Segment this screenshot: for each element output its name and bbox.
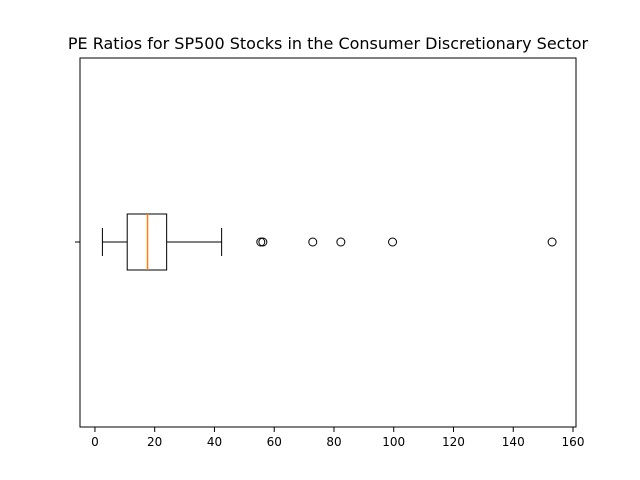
box-plot bbox=[101, 213, 557, 271]
x-tick-label: 120 bbox=[442, 435, 465, 449]
plot-area-frame bbox=[79, 57, 577, 428]
x-tick-label: 80 bbox=[326, 435, 341, 449]
x-tick-label: 140 bbox=[502, 435, 525, 449]
outlier-point bbox=[308, 237, 318, 247]
x-tick-label: 160 bbox=[562, 435, 585, 449]
x-tick-label: 20 bbox=[147, 435, 162, 449]
outlier-point bbox=[547, 237, 557, 247]
outlier-point bbox=[258, 237, 268, 247]
x-tick-label: 0 bbox=[91, 435, 99, 449]
outlier-point bbox=[256, 237, 266, 247]
chart-title: PE Ratios for SP500 Stocks in the Consum… bbox=[68, 34, 589, 53]
outlier-point bbox=[388, 237, 398, 247]
x-tick-label: 100 bbox=[382, 435, 405, 449]
x-axis: 0 20 40 60 80 100 120 140 160 bbox=[91, 427, 584, 449]
outlier-point bbox=[336, 237, 346, 247]
x-tick-label: 40 bbox=[207, 435, 222, 449]
x-tick-label: 60 bbox=[267, 435, 282, 449]
